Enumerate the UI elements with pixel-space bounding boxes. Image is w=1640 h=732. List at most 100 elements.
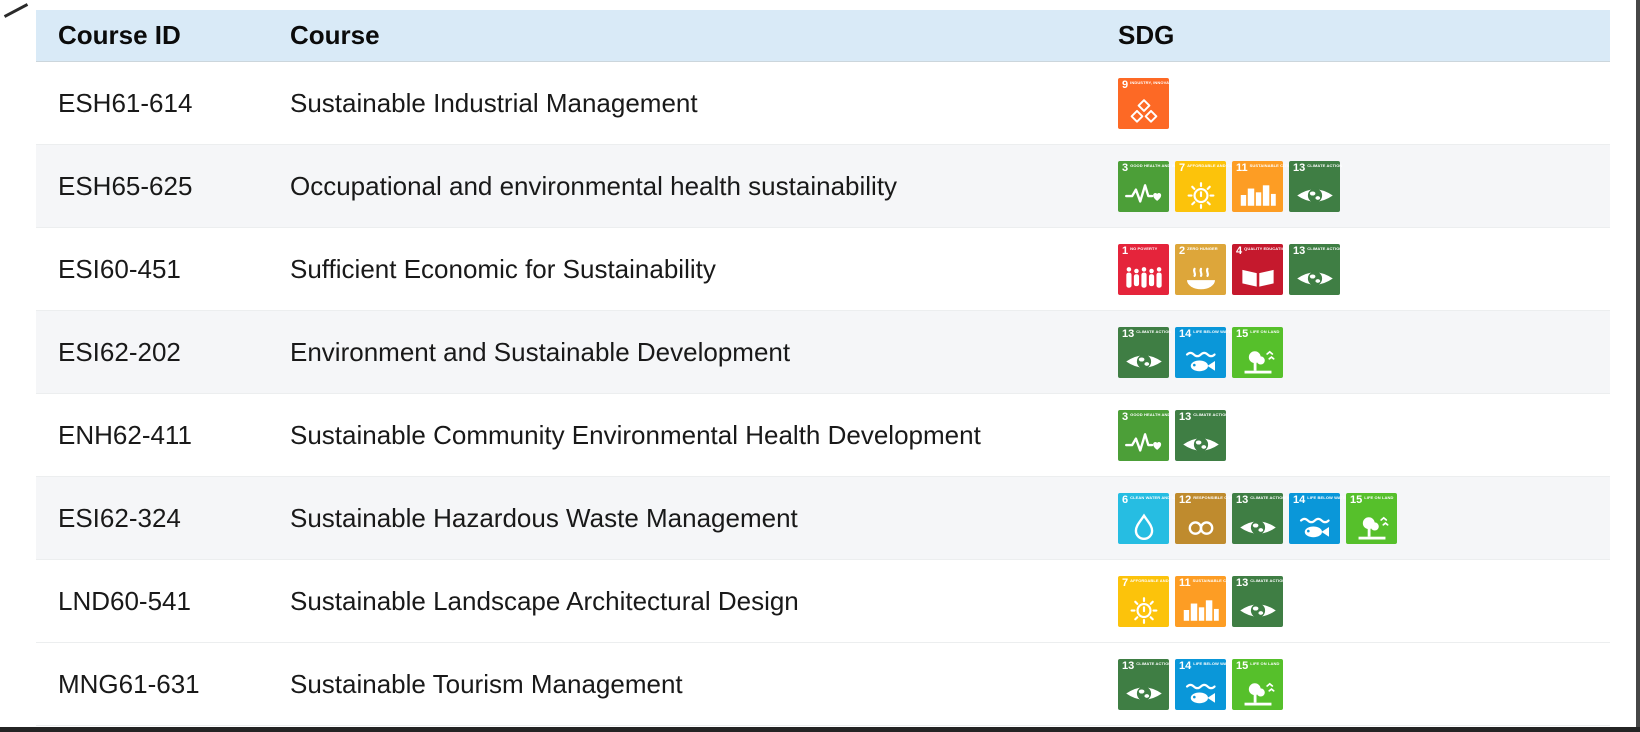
sdg-14-pictogram [1299,517,1330,537]
sdg-1-badge: 1 NO POVERTY [1118,243,1169,295]
sdg-cell: 7 AFFORDABLE AND CLEAN ENERGY 11 SUSTAINABL… [1118,575,1610,627]
sdg-7-pictogram [1187,181,1215,209]
course-name-cell: Sustainable Industrial Management [290,87,698,118]
table-row: ESI62-202 Environment and Sustainable Dev… [36,311,1610,394]
course-id-cell: ESI62-324 [58,502,181,533]
sdg-6-pictogram [1134,513,1154,540]
column-header-sdg: SDG [1118,20,1175,50]
sdg-13-pictogram [1297,187,1333,203]
course-name-cell: Sustainable Landscape Architectural Desi… [290,585,799,616]
sdg-13-label: 13 CLIMATE ACTION [1122,327,1172,340]
sdg-13-label: 13 CLIMATE ACTION [1293,161,1343,174]
sdg-13-pictogram [1240,519,1276,535]
sdg-15-pictogram [1244,350,1275,373]
table-row: ESI62-324 Sustainable Hazardous Waste Man… [36,477,1610,560]
table-row: ESH61-614 Sustainable Industrial Manageme… [36,62,1610,145]
course-id-cell: ENH62-411 [58,419,192,450]
sdg-7-badge: 7 AFFORDABLE AND CLEAN ENERGY [1118,575,1203,627]
sdg-15-badge: 15 LIFE ON LAND [1346,492,1397,544]
sdg-cell: 6 CLEAN WATER AND SANITATION 12 RESPONSIBLE… [1118,492,1610,544]
table-header-row: Course ID Course SDG [36,10,1610,62]
sdg-15-badge: 15 LIFE ON LAND [1232,326,1283,378]
course-name-cell: Occupational and environmental health su… [290,170,898,201]
sdg-14-pictogram [1185,351,1216,371]
frame-border-bottom [0,727,1640,732]
sdg-15-pictogram [1358,516,1389,539]
course-name-cell: Sustainable Tourism Management [290,668,683,699]
course-name-cell: Sustainable Hazardous Waste Management [290,502,798,533]
column-header-course-id: Course ID [58,20,181,50]
table-row: ESI60-451 Sufficient Economic for Sustain… [36,228,1610,311]
sdg-6-label: 6 CLEAN WATER AND SANITATION [1122,493,1197,506]
sdg-13-badge: 13 CLIMATE ACTION [1232,492,1286,544]
course-name-cell: Environment and Sustainable Development [290,336,791,367]
sdg-cell: 3 GOOD HEALTH AND WELL-BEING 13 CLIMATE ACT… [1118,409,1610,461]
sdg-3-badge: 3 GOOD HEALTH AND WELL-BEING [1118,160,1199,212]
sdg-11-pictogram [1183,599,1219,621]
sdg-9-label: 9 INDUSTRY, INNOVATION AND INFRASTRUCTURE [1122,78,1229,91]
sdg-14-badge: 14 LIFE BELOW WATER [1289,492,1349,544]
sdg-15-label: 15 LIFE ON LAND [1236,327,1280,340]
course-sdg-table: Course ID Course SDG ESH61-614 Sustainabl… [36,10,1610,726]
course-id-cell: ESH65-625 [58,170,193,201]
sdg-7-pictogram [1130,596,1158,624]
sdg-3-pictogram [1125,183,1162,203]
table-row: MNG61-631 Sustainable Tourism Management 1… [36,643,1610,726]
sdg-2-label: 2 ZERO HUNGER [1179,244,1218,257]
sdg-14-label: 14 LIFE BELOW WATER [1179,327,1235,340]
sdg-13-pictogram [1183,436,1219,452]
sdg-13-label: 13 CLIMATE ACTION [1293,244,1343,257]
course-id-cell: MNG61-631 [58,668,200,699]
sdg-7-badge: 7 AFFORDABLE AND CLEAN ENERGY [1175,160,1260,212]
sdg-2-pictogram [1187,267,1215,289]
sdg-13-badge: 13 CLIMATE ACTION [1175,409,1229,461]
sdg-cell: 9 INDUSTRY, INNOVATION AND INFRASTRUCTURE [1118,77,1610,129]
sdg-13-badge: 13 CLIMATE ACTION [1118,658,1172,710]
sdg-15-pictogram [1244,682,1275,705]
sdg-3-pictogram [1125,432,1162,452]
sdg-9-pictogram [1130,98,1158,123]
sdg-15-badge: 15 LIFE ON LAND [1232,658,1283,710]
table-row: ESH65-625 Occupational and environmental … [36,145,1610,228]
table-body: ESH61-614 Sustainable Industrial Manageme… [36,62,1610,726]
course-name-cell: Sustainable Community Environmental Heal… [290,419,981,450]
sdg-12-pictogram [1188,520,1214,535]
course-id-cell: ESI60-451 [58,253,181,284]
table-row: ENH62-411 Sustainable Community Environme… [36,394,1610,477]
sdg-9-badge: 9 INDUSTRY, INNOVATION AND INFRASTRUCTURE [1118,77,1229,129]
sdg-cell: 13 CLIMATE ACTION 14 LIFE BELOW WATER 15 LIFE… [1118,326,1610,378]
sdg-13-badge: 13 CLIMATE ACTION [1289,160,1343,212]
sdg-13-label: 13 CLIMATE ACTION [1179,410,1229,423]
course-name-cell: Sufficient Economic for Sustainability [290,253,716,284]
sdg-11-pictogram [1240,184,1276,206]
sdg-13-badge: 13 CLIMATE ACTION [1289,243,1343,295]
frame-corner-mark [3,3,29,18]
sdg-cell: 1 NO POVERTY 2 ZERO HUNGER 4 QUALITY EDUCATIO… [1118,243,1610,295]
sdg-15-label: 15 LIFE ON LAND [1236,659,1280,672]
sdg-15-label: 15 LIFE ON LAND [1350,493,1394,506]
sdg-4-pictogram [1242,269,1274,287]
sdg-4-label: 4 QUALITY EDUCATION [1236,244,1288,257]
sdg-1-pictogram [1126,266,1162,288]
sdg-13-label: 13 CLIMATE ACTION [1122,659,1172,672]
sdg-13-label: 13 CLIMATE ACTION [1236,576,1286,589]
sdg-cell: 3 GOOD HEALTH AND WELL-BEING 7 AFFORDABLE A… [1118,160,1610,212]
sdg-14-badge: 14 LIFE BELOW WATER [1175,326,1235,378]
sdg-3-label: 3 GOOD HEALTH AND WELL-BEING [1122,410,1199,423]
sdg-14-badge: 14 LIFE BELOW WATER [1175,658,1235,710]
sdg-14-label: 14 LIFE BELOW WATER [1179,659,1235,672]
sdg-13-label: 13 CLIMATE ACTION [1236,493,1286,506]
sdg-1-label: 1 NO POVERTY [1122,244,1158,257]
sdg-13-badge: 13 CLIMATE ACTION [1232,575,1286,627]
frame-border-right [1636,0,1640,732]
sdg-3-label: 3 GOOD HEALTH AND WELL-BEING [1122,161,1199,174]
sdg-13-pictogram [1297,270,1333,286]
sdg-3-badge: 3 GOOD HEALTH AND WELL-BEING [1118,409,1199,461]
